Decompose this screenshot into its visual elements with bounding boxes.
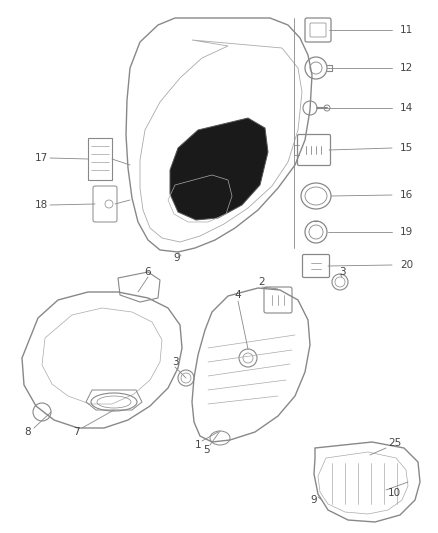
Text: 10: 10 [388, 488, 401, 498]
Text: 18: 18 [35, 200, 48, 210]
Text: 2: 2 [259, 277, 265, 287]
Text: 12: 12 [400, 63, 413, 73]
Text: 4: 4 [235, 290, 241, 300]
Text: 8: 8 [25, 427, 31, 437]
Text: 7: 7 [73, 427, 79, 437]
Text: 5: 5 [203, 445, 209, 455]
Text: 9: 9 [310, 495, 317, 505]
Text: 11: 11 [400, 25, 413, 35]
Text: 1: 1 [194, 440, 201, 450]
Text: 14: 14 [400, 103, 413, 113]
Text: 25: 25 [388, 438, 401, 448]
Bar [88, 138, 112, 180]
Text: 9: 9 [173, 253, 180, 263]
Text: 6: 6 [145, 267, 151, 277]
Text: 3: 3 [172, 357, 178, 367]
Text: 20: 20 [400, 260, 413, 270]
Text: 17: 17 [35, 153, 48, 163]
Polygon shape [170, 118, 268, 220]
Text: 3: 3 [339, 267, 345, 277]
Text: 16: 16 [400, 190, 413, 200]
Text: 19: 19 [400, 227, 413, 237]
Text: 15: 15 [400, 143, 413, 153]
